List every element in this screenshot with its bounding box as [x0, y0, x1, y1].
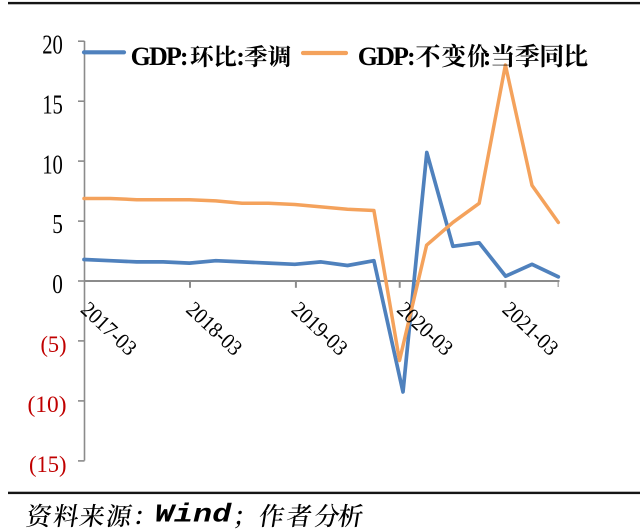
svg-text::: : — [483, 42, 492, 71]
svg-text:5: 5 — [52, 209, 63, 239]
svg-text::: : — [236, 42, 245, 71]
svg-text:(5): (5) — [41, 332, 67, 358]
svg-text:(15): (15) — [29, 452, 67, 478]
svg-text:20: 20 — [42, 29, 63, 59]
svg-text:GDP:: GDP: — [358, 42, 416, 71]
svg-text:Wind: Wind — [155, 499, 233, 529]
svg-text:10: 10 — [42, 149, 63, 179]
svg-text:(10): (10) — [28, 392, 67, 418]
svg-text:GDP:: GDP: — [131, 42, 189, 71]
svg-text:0: 0 — [52, 269, 63, 299]
svg-text:15: 15 — [42, 89, 63, 119]
